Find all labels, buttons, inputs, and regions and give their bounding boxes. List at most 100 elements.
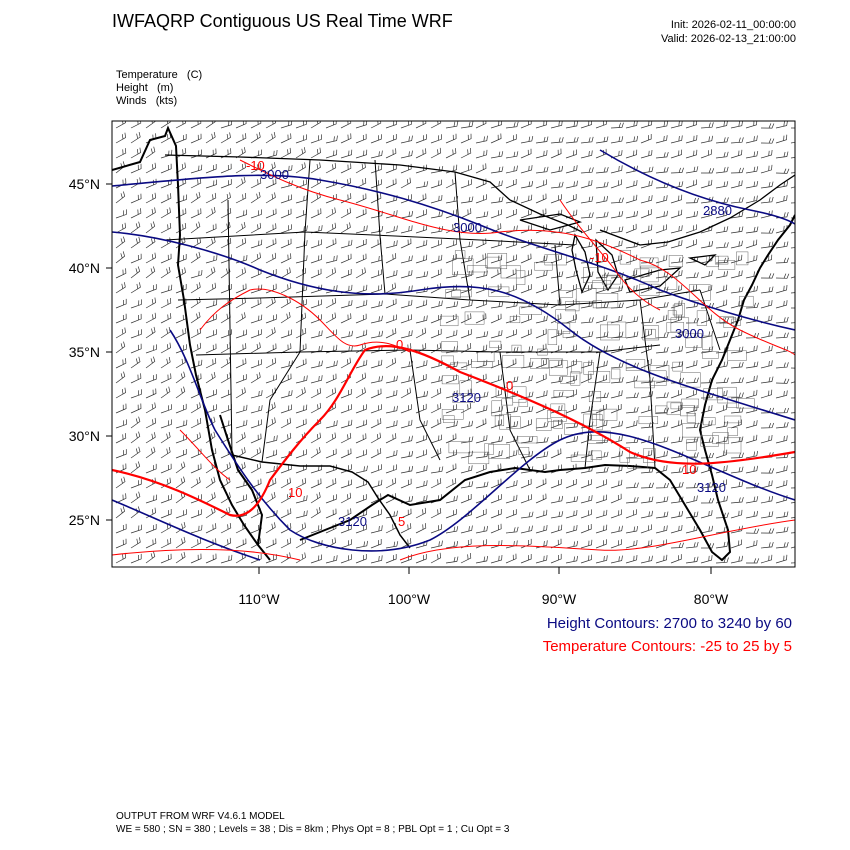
wind-barb: [115, 552, 127, 564]
wind-barb: [130, 479, 142, 489]
wind-barb: [715, 166, 729, 174]
wind-barb: [220, 222, 231, 234]
wind-barb: [730, 254, 743, 264]
wind-barb: [520, 121, 532, 129]
wind-barb: [505, 196, 519, 204]
wind-barb: [250, 405, 263, 414]
wind-barb: [655, 167, 669, 174]
wind-barb: [475, 163, 487, 174]
wind-barb: [400, 435, 413, 444]
wind-barb: [580, 554, 593, 564]
county-outline: [724, 437, 742, 454]
wind-barb: [535, 555, 548, 564]
wind-barb: [400, 465, 414, 474]
wind-barb: [580, 359, 593, 369]
wind-barb: [460, 224, 472, 234]
wind-barb: [175, 551, 186, 564]
wind-barb: [205, 132, 216, 144]
wind-barb: [205, 343, 217, 354]
wind-barb: [175, 449, 187, 459]
wind-barb: [520, 253, 532, 264]
wind-barb: [130, 389, 142, 399]
wind-barb: [130, 132, 141, 144]
wind-barb: [460, 241, 474, 249]
wind-barb: [355, 540, 368, 549]
wind-barb: [400, 314, 412, 324]
wind-barb: [280, 267, 291, 279]
county-outline: [714, 255, 729, 265]
wind-barb: [175, 328, 187, 339]
wind-barb: [685, 224, 697, 234]
wind-barb: [520, 194, 533, 204]
wind-barb: [115, 209, 127, 219]
wind-barb: [475, 194, 487, 204]
wind-barb: [370, 121, 382, 129]
wind-barb: [475, 121, 487, 129]
wind-barb: [295, 358, 307, 369]
county-outline: [587, 435, 603, 444]
wind-barb: [535, 179, 547, 189]
wind-barb: [250, 222, 262, 234]
wind-barb: [415, 465, 428, 474]
contour-labels: 3000 3000 2880 3000 3120 3120 3120 -10 0…: [246, 158, 732, 529]
wind-barb: [280, 224, 292, 234]
wind-barb: [280, 297, 291, 309]
wind-barb: [550, 376, 564, 384]
wind-barb: [295, 387, 306, 399]
county-outline: [558, 290, 574, 298]
wind-barb: [490, 435, 504, 444]
wind-barb: [535, 359, 547, 369]
county-outline: [511, 344, 522, 353]
wind-barb: [505, 209, 517, 219]
wind-barb: [700, 149, 712, 159]
wind-barb: [535, 524, 548, 534]
wind-barb: [190, 149, 202, 159]
wind-barb: [460, 179, 472, 189]
wind-barb: [265, 554, 277, 564]
wind-barb: [685, 482, 699, 489]
wind-barb: [490, 133, 502, 144]
latitude-ticks: [106, 183, 112, 521]
county-outline: [439, 315, 459, 327]
wind-barb: [400, 523, 412, 534]
wind-barb: [205, 282, 216, 294]
county-outline: [544, 254, 567, 266]
wind-barb: [505, 406, 519, 414]
wind-barb: [775, 316, 789, 324]
county-outline: [719, 316, 734, 324]
wind-barb: [190, 164, 203, 174]
wind-barb: [685, 210, 699, 219]
wind-barb: [490, 196, 504, 204]
wind-barb: [595, 211, 609, 219]
plot-title: IWFAQRP Contiguous US Real Time WRF: [112, 11, 453, 31]
wind-barb: [160, 327, 171, 339]
wind-barb: [640, 134, 652, 144]
county-outline: [570, 454, 593, 462]
wind-barb: [280, 238, 292, 249]
wind-barb: [340, 389, 352, 399]
wind-barb: [745, 528, 760, 534]
wind-barb: [205, 372, 216, 384]
wind-barb: [775, 407, 790, 414]
wind-barb: [565, 555, 578, 564]
wind-barb: [655, 525, 668, 534]
wind-barb: [175, 162, 186, 174]
wind-barb: [475, 525, 488, 534]
wind-barb: [415, 360, 428, 369]
wind-barb: [280, 282, 292, 294]
wind-barb: [130, 373, 142, 384]
wind-barb: [475, 313, 487, 324]
wind-barb: [295, 147, 306, 159]
wind-barb: [250, 239, 263, 249]
wind-barb: [430, 147, 442, 159]
wind-barb: [580, 331, 594, 339]
county-outline: [627, 457, 648, 469]
wind-barb: [415, 449, 427, 459]
wind-barb: [700, 498, 715, 504]
wind-barb: [370, 464, 382, 474]
wind-barb: [175, 461, 186, 474]
wind-barb: [520, 436, 534, 444]
wind-barb: [235, 404, 248, 414]
wind-barb: [370, 509, 382, 519]
wind-barb: [400, 404, 412, 414]
